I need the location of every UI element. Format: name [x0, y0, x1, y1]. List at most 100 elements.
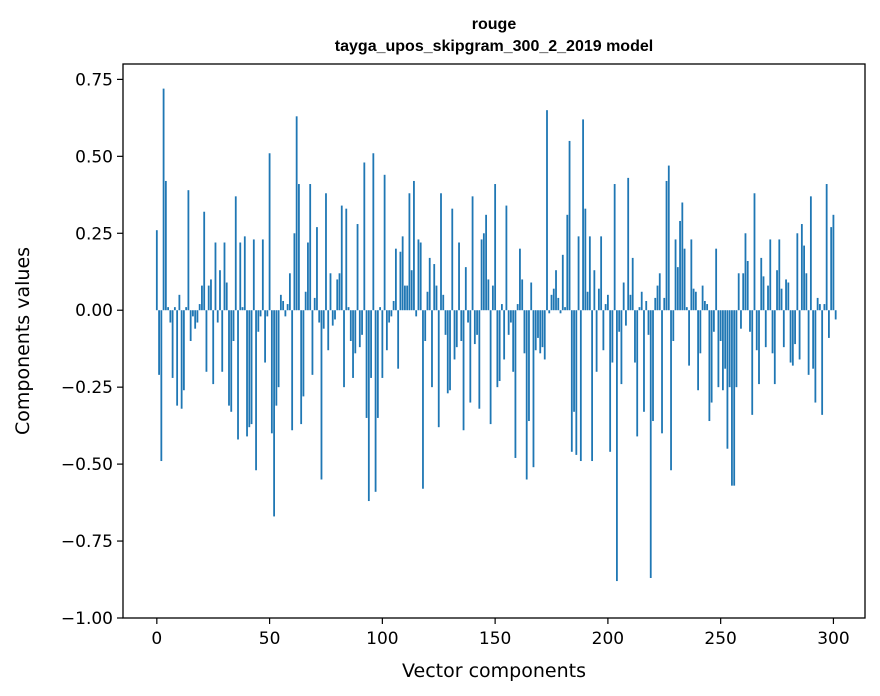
bar-147 [487, 279, 490, 311]
bar-15 [189, 310, 192, 341]
bar-127 [442, 294, 445, 311]
bar-153 [500, 304, 503, 311]
bar-173 [546, 110, 548, 311]
bar-265 [753, 193, 756, 311]
bar-278 [782, 310, 785, 348]
bar-211 [631, 257, 634, 311]
bar-108 [399, 251, 402, 311]
bar-65 [302, 310, 305, 397]
bar-107 [397, 310, 400, 369]
bar-163 [523, 310, 526, 354]
bar-208 [625, 310, 627, 326]
bar-141 [473, 310, 476, 345]
bar-210 [629, 294, 632, 311]
bar-260 [742, 273, 745, 311]
bar-239 [694, 291, 697, 311]
bar-14 [187, 190, 190, 311]
bar-10 [178, 294, 181, 311]
bar-134 [458, 242, 460, 311]
bar-125 [437, 310, 440, 428]
bar-252 [724, 310, 727, 369]
bar-83 [343, 310, 345, 388]
x-tick-label: 300 [817, 629, 849, 649]
bar-24 [210, 279, 212, 311]
bar-92 [363, 162, 366, 311]
bar-255 [731, 310, 733, 486]
bar-236 [688, 310, 690, 366]
bar-152 [498, 310, 501, 382]
bar-263 [749, 310, 751, 332]
bar-274 [773, 310, 776, 385]
bar-78 [331, 310, 334, 326]
bar-206 [620, 310, 623, 385]
bar-268 [760, 257, 763, 311]
bar-81 [338, 273, 341, 311]
bar-222 [656, 285, 659, 311]
bar-111 [406, 285, 409, 311]
bar-60 [291, 310, 294, 431]
bar-32 [228, 310, 230, 406]
bar-199 [604, 304, 607, 311]
bar-8 [173, 307, 176, 311]
bar-234 [683, 248, 686, 311]
y-tick-label: 0.75 [75, 70, 113, 90]
bar-276 [778, 239, 781, 311]
bar-38 [241, 307, 244, 311]
bar-112 [408, 193, 411, 311]
bar-232 [679, 220, 681, 311]
bar-257 [735, 310, 738, 388]
bar-192 [588, 236, 591, 311]
bar-124 [435, 285, 438, 311]
bar-218 [647, 310, 650, 335]
bar-273 [771, 310, 774, 354]
bar-279 [785, 279, 787, 311]
chart-subtitle: tayga_upos_skipgram_300_2_2019 model [335, 38, 653, 55]
bar-177 [555, 270, 557, 311]
bar-165 [528, 310, 530, 422]
bar-148 [489, 310, 492, 425]
bar-120 [426, 291, 429, 311]
bar-64 [300, 310, 303, 425]
bar-249 [717, 310, 720, 388]
bar-48 [264, 310, 266, 363]
bar-145 [482, 233, 485, 311]
bar-142 [476, 310, 478, 335]
bar-50 [268, 153, 271, 311]
bar-179 [559, 310, 562, 314]
bar-186 [575, 310, 578, 455]
bar-61 [293, 233, 296, 311]
bar-162 [521, 279, 524, 311]
bar-69 [311, 310, 314, 375]
bar-198 [602, 310, 605, 351]
bar-283 [794, 310, 796, 345]
y-axis-label: Components values [12, 247, 34, 435]
bar-57 [284, 310, 287, 317]
bar-181 [564, 307, 566, 311]
bar-99 [379, 307, 381, 311]
bar-54 [277, 310, 280, 388]
bar-187 [577, 236, 580, 311]
bar-47 [261, 239, 264, 311]
bar-166 [530, 282, 533, 311]
bar-200 [606, 294, 609, 311]
x-tick-label: 150 [479, 629, 511, 649]
bar-185 [573, 310, 575, 412]
bar-146 [485, 214, 487, 311]
bar-184 [570, 310, 573, 452]
bar-46 [259, 310, 262, 317]
bar-97 [374, 310, 377, 492]
bar-31 [225, 282, 228, 311]
bar-281 [789, 310, 792, 363]
bar-299 [830, 227, 833, 311]
bar-51 [270, 310, 273, 434]
bar-226 [665, 180, 668, 311]
bar-16 [192, 310, 194, 317]
bar-135 [460, 310, 463, 341]
bar-297 [825, 184, 828, 311]
bar-23 [207, 285, 210, 311]
x-tick-label: 100 [366, 629, 398, 649]
bar-104 [390, 310, 393, 317]
bar-71 [316, 227, 318, 311]
x-axis-ticks: 0 50 100 150 200 250 300 [151, 618, 850, 649]
bar-0 [155, 230, 158, 311]
